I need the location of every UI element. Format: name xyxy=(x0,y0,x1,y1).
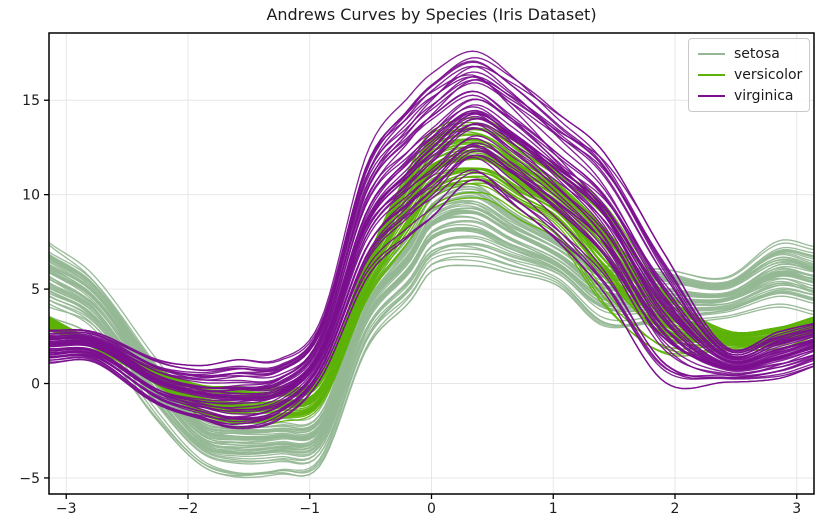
andrews-curve-virginica xyxy=(49,94,814,389)
x-tick-label: 3 xyxy=(792,501,801,517)
x-tick-label: −2 xyxy=(178,501,199,517)
x-tick-label: −1 xyxy=(299,501,320,517)
legend-line-virginica-icon xyxy=(698,94,725,98)
andrews-curve-virginica xyxy=(49,127,814,401)
x-tick-label: 1 xyxy=(549,501,558,517)
legend-line-setosa-icon xyxy=(698,52,725,56)
andrews-curve-virginica xyxy=(49,178,814,421)
andrews-curve-virginica xyxy=(49,145,814,411)
y-tick-label: 15 xyxy=(22,93,40,109)
andrews-curve-virginica xyxy=(49,82,814,374)
x-tick-label: 0 xyxy=(427,501,436,517)
curves-virginica xyxy=(49,50,814,430)
legend: setosa versicolor virginica xyxy=(688,38,810,112)
andrews-curve-virginica xyxy=(49,171,814,428)
andrews-curve-virginica xyxy=(49,65,814,383)
legend-row-versicolor: versicolor xyxy=(698,67,803,83)
andrews-curve-virginica xyxy=(49,150,814,423)
andrews-curve-virginica xyxy=(49,60,814,381)
x-tick-label: −3 xyxy=(56,501,77,517)
chart-title: Andrews Curves by Species (Iris Dataset) xyxy=(266,5,597,24)
andrews-curve-virginica xyxy=(49,98,814,392)
legend-label-setosa: setosa xyxy=(734,46,780,62)
andrews-curve-virginica xyxy=(49,111,814,399)
y-tick-label: −5 xyxy=(19,471,40,487)
legend-label-virginica: virginica xyxy=(734,88,794,104)
andrews-curve-virginica xyxy=(49,76,814,367)
ticks: −3 −2 −1 0 1 2 3 −5 0 5 10 15 xyxy=(19,93,801,517)
y-tick-label: 0 xyxy=(31,377,40,393)
andrews-curve-virginica xyxy=(49,135,814,415)
y-tick-label: 5 xyxy=(31,282,40,298)
legend-row-setosa: setosa xyxy=(698,46,800,62)
andrews-curve-virginica xyxy=(49,71,814,377)
andrews-curve-virginica xyxy=(49,104,814,405)
legend-row-virginica: virginica xyxy=(698,88,800,104)
legend-line-versicolor-icon xyxy=(698,73,725,77)
andrews-curve-virginica xyxy=(49,76,814,389)
x-tick-label: 2 xyxy=(671,501,680,517)
legend-label-versicolor: versicolor xyxy=(734,67,803,83)
y-tick-label: 10 xyxy=(22,188,40,204)
andrews-curve-virginica xyxy=(49,90,814,384)
curve-bundles xyxy=(49,50,814,479)
